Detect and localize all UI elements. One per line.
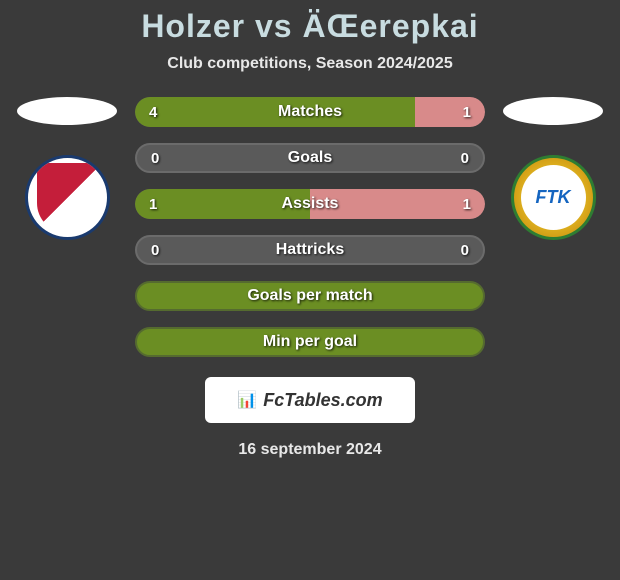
watermark: 📊 FcTables.com (205, 377, 415, 423)
stat-bar-min-per-goal: Min per goal (135, 327, 485, 357)
stat-label: Hattricks (276, 241, 344, 259)
stat-fill-left (135, 97, 415, 127)
stat-value-right: 1 (463, 196, 471, 213)
stat-bar-goals: 0 0 Goals (135, 143, 485, 173)
stat-value-right: 0 (461, 150, 469, 167)
stat-fill-right (415, 97, 485, 127)
stat-label: Assists (282, 195, 339, 213)
main-content: 4 1 Matches 0 0 Goals 1 1 Assists 0 0 Hattricks Goal… (0, 97, 620, 357)
watermark-text: FcTables.com (263, 390, 382, 411)
stat-label: Goals per match (247, 287, 372, 305)
stat-label: Matches (278, 103, 342, 121)
left-player-avatar (17, 97, 117, 125)
comparison-infographic: Holzer vs ÄŒerepkai Club competitions, S… (0, 0, 620, 580)
page-title: Holzer vs ÄŒerepkai (141, 8, 478, 45)
stat-value-left: 0 (151, 150, 159, 167)
chart-icon: 📊 (237, 390, 257, 410)
stat-value-right: 0 (461, 242, 469, 259)
stats-column: 4 1 Matches 0 0 Goals 1 1 Assists 0 0 Hattricks Goal… (135, 97, 485, 357)
date-text: 16 september 2024 (238, 441, 381, 459)
left-club-badge (25, 155, 110, 240)
stat-bar-hattricks: 0 0 Hattricks (135, 235, 485, 265)
stat-value-left: 1 (149, 196, 157, 213)
stat-bar-matches: 4 1 Matches (135, 97, 485, 127)
right-badge-circle: FTK (521, 165, 586, 230)
right-club-badge: FTK (511, 155, 596, 240)
stat-value-left: 0 (151, 242, 159, 259)
left-player-column (17, 97, 117, 240)
right-player-column: FTK (503, 97, 603, 240)
stat-value-left: 4 (149, 104, 157, 121)
stat-value-right: 1 (463, 104, 471, 121)
stat-label: Goals (288, 149, 332, 167)
right-badge-text: FTK (536, 187, 571, 208)
page-subtitle: Club competitions, Season 2024/2025 (167, 55, 452, 73)
stat-bar-goals-per-match: Goals per match (135, 281, 485, 311)
stat-label: Min per goal (263, 333, 357, 351)
left-badge-shield (37, 163, 97, 233)
right-player-avatar (503, 97, 603, 125)
stat-bar-assists: 1 1 Assists (135, 189, 485, 219)
